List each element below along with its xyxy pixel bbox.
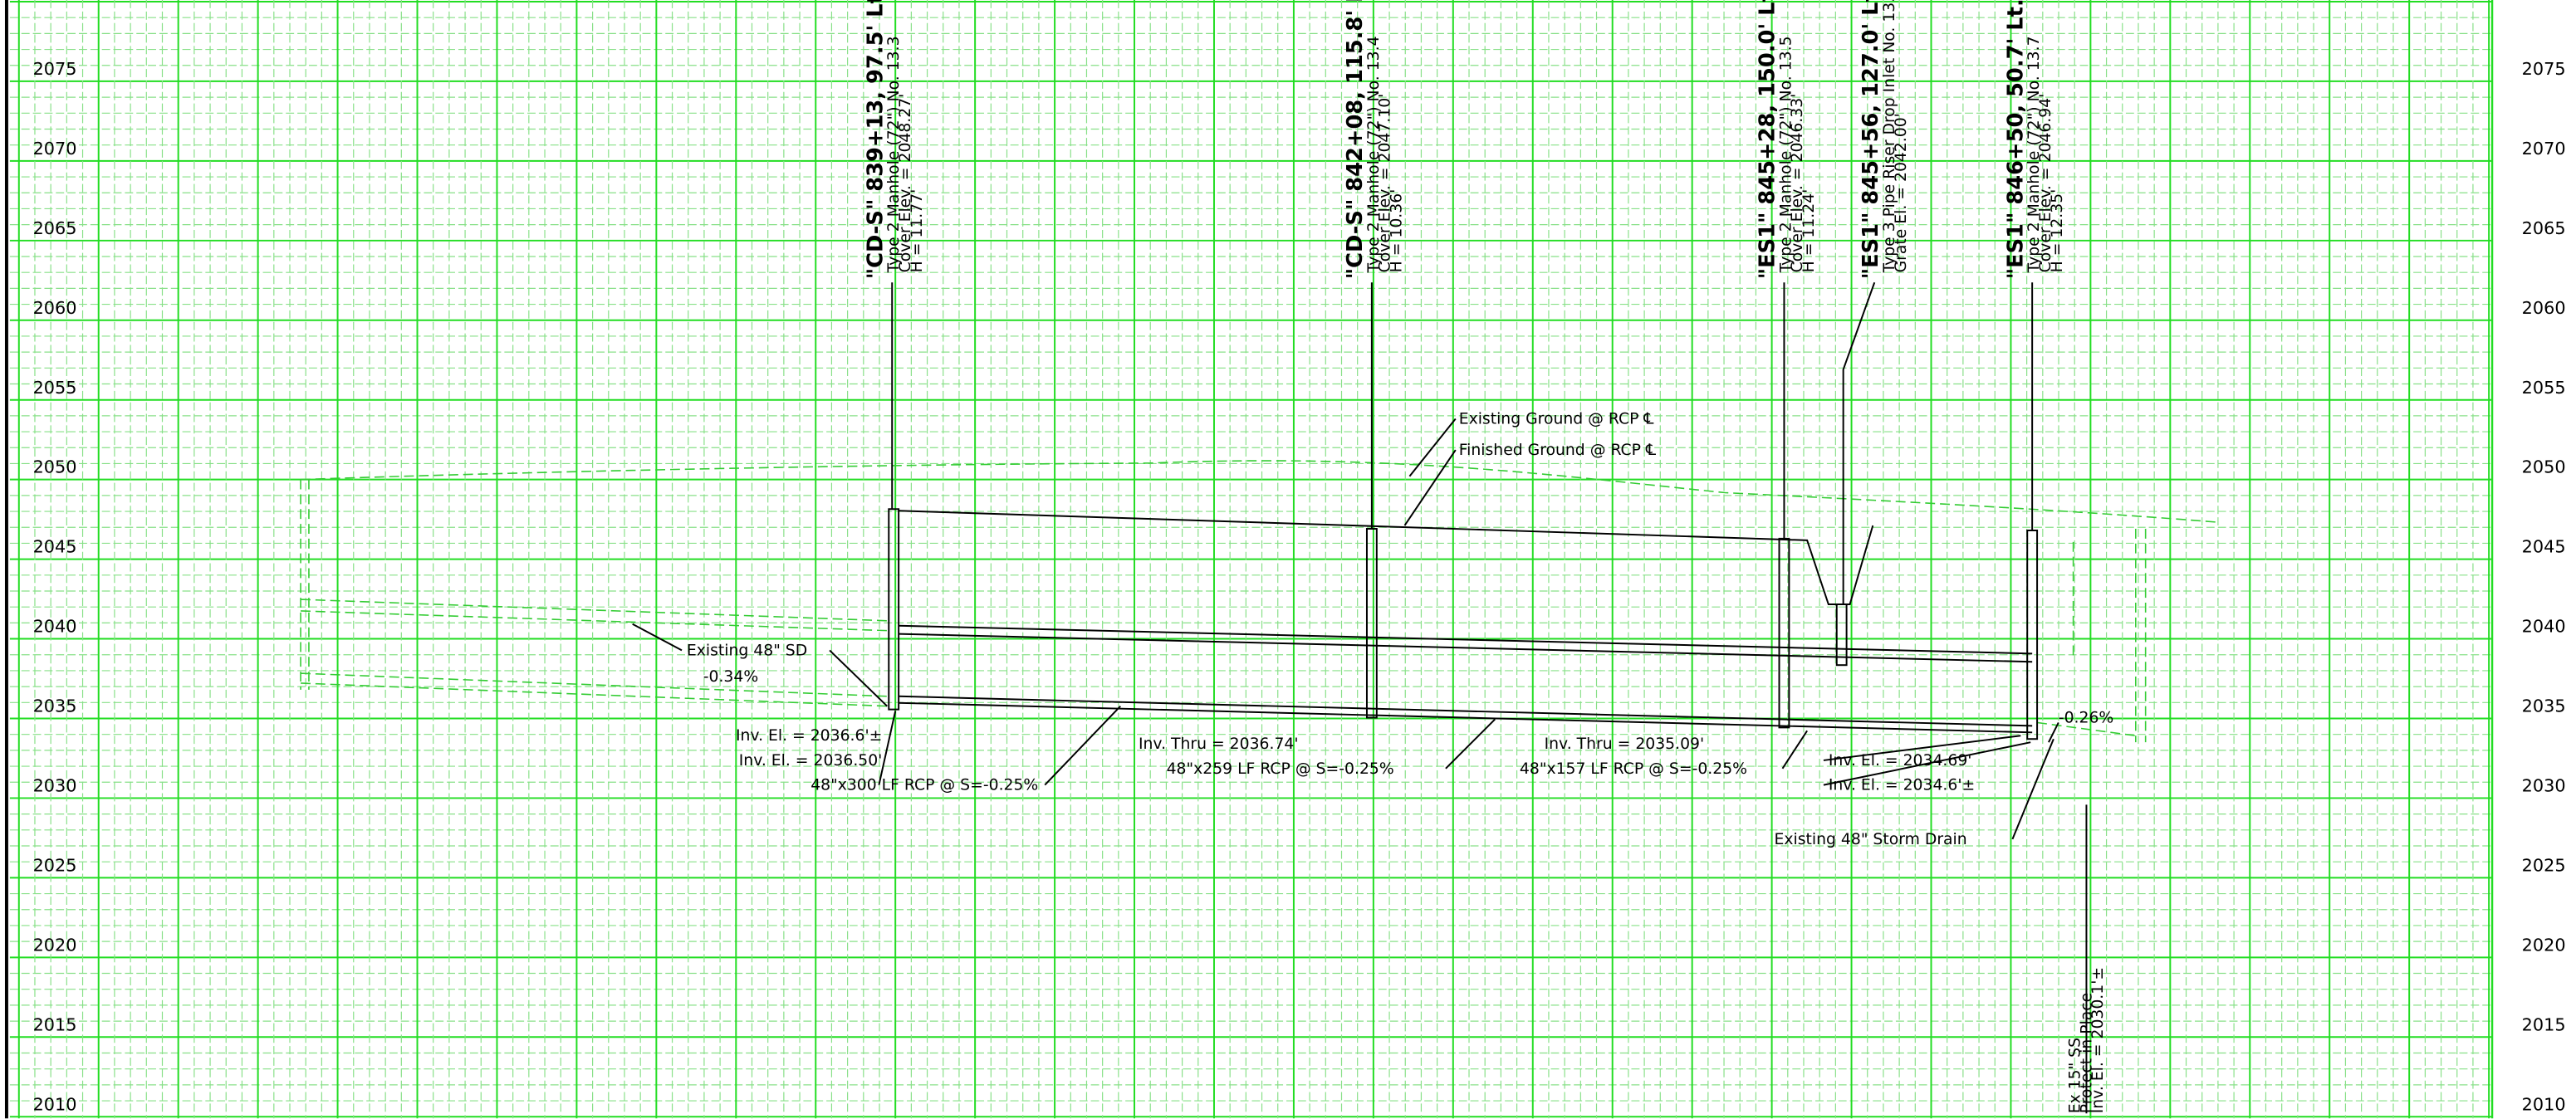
annotation: Existing 48" SD xyxy=(687,642,807,659)
station-label: "CD-S" 842+08, 115.8' Lt. xyxy=(1343,0,1368,279)
elevation-label: 2055 xyxy=(33,378,77,398)
profile-lines xyxy=(632,281,2088,1114)
elevation-label: 2050 xyxy=(2522,457,2566,477)
structure-note: H = 10.36' xyxy=(1388,189,1406,273)
elevation-label: 2060 xyxy=(2522,298,2566,318)
existing-ss-note: Protect in Place xyxy=(2078,993,2095,1113)
structure-note: Type 2 Manhole (72") No. 13.7 xyxy=(2025,36,2043,273)
structure-note: Type 2 Manhole (72") No. 13.3 xyxy=(885,36,903,273)
annotation: 48"x157 LF RCP @ S=-0.25% xyxy=(1520,760,1747,778)
elevation-label: 2020 xyxy=(33,935,77,955)
station-label: "ES1" 846+50, 50.7' Lt. xyxy=(2003,0,2028,279)
elevation-label: 2010 xyxy=(33,1094,77,1114)
station-label: "ES1" 845+56, 127.0' Lt. xyxy=(1859,0,1883,279)
existing-ss-note: Inv. El. = 2030.1'± xyxy=(2089,967,2107,1113)
elevation-label: 2040 xyxy=(33,617,77,637)
structure-note: Type 2 Manhole (72") No. 13.5 xyxy=(1777,36,1795,273)
station-label: "ES1" 845+28, 150.0' Lt. xyxy=(1756,0,1780,279)
structure-note: Cover Elev. = 2046.94' xyxy=(2037,94,2054,273)
elevation-label: 2055 xyxy=(2522,378,2566,398)
elevation-label: 2060 xyxy=(33,298,77,318)
structure-note: H = 12.35' xyxy=(2049,189,2066,273)
elevation-label: 2065 xyxy=(33,218,77,238)
existing-ss-note: Ex 15" SS xyxy=(2067,1038,2084,1113)
grid xyxy=(9,0,2494,1119)
elevation-label: 2010 xyxy=(2522,1094,2566,1114)
elevation-label: 2015 xyxy=(2522,1014,2566,1034)
elevation-label: 2040 xyxy=(2522,617,2566,637)
annotation: 48"x300 LF RCP @ S=-0.25% xyxy=(811,777,1038,794)
elevation-label: 2020 xyxy=(2522,935,2566,955)
existing-features xyxy=(300,460,2218,743)
elevation-label: 2035 xyxy=(33,696,77,716)
annotation: Inv. Thru = 2035.09' xyxy=(1545,735,1705,753)
structure-note: Cover Elev. = 2046.33' xyxy=(1789,94,1806,273)
structure-note: Cover Elev. = 2048.27' xyxy=(897,94,914,273)
annotation: Inv. El. = 2036.50' xyxy=(739,752,883,770)
elevation-label: 2015 xyxy=(33,1014,77,1034)
annotation: Inv. El. = 2036.6'± xyxy=(736,727,882,745)
elevation-label: 2035 xyxy=(2522,696,2566,716)
annotation: -0.26% xyxy=(2059,709,2113,726)
elevation-label: 2075 xyxy=(2522,59,2566,79)
elevation-label: 2045 xyxy=(33,537,77,557)
station-label: "CD-S" 839+13, 97.5' Lt. xyxy=(863,0,888,279)
structure-note: Type 2 Manhole (72") No. 13.4 xyxy=(1365,36,1383,273)
structure-note: Cover Elev. = 2047.10' xyxy=(1377,94,1394,273)
structure-note: H = 11.24' xyxy=(1800,189,1818,273)
structure-note: H = 11.77' xyxy=(908,189,926,273)
elevation-label: 2030 xyxy=(33,776,77,796)
structure-note: Grate El. = 2042.00' xyxy=(1893,113,1910,272)
annotation: Inv. Thru = 2036.74' xyxy=(1139,735,1299,753)
annotation: -0.34% xyxy=(703,668,758,686)
elevation-label: 2050 xyxy=(33,457,77,477)
elevation-label: 2065 xyxy=(2522,218,2566,238)
annotation: Finished Ground @ RCP ℄ xyxy=(1459,442,1657,459)
elevation-label: 2070 xyxy=(2522,139,2566,159)
elevation-label: 2025 xyxy=(33,855,77,875)
elevation-label: 2025 xyxy=(2522,855,2566,875)
elevation-label: 2030 xyxy=(2522,776,2566,796)
labels: 2075 2075 2070 2070 2065 2065 2060 2060 2055 2055… xyxy=(33,0,2566,1114)
structure-note: Type 3 Pipe Riser Drop Inlet No. 13.6 xyxy=(1881,0,1898,273)
annotation: Inv. El. = 2034.69' xyxy=(1829,752,1972,770)
annotation: Inv. El. = 2034.6'± xyxy=(1829,777,1975,794)
annotation: Existing Ground @ RCP ℄ xyxy=(1459,410,1655,428)
annotation: Existing 48" Storm Drain xyxy=(1775,831,1967,848)
elevation-label: 2070 xyxy=(33,139,77,159)
annotation: 48"x259 LF RCP @ S=-0.25% xyxy=(1167,760,1394,778)
elevation-label: 2045 xyxy=(2522,537,2566,557)
elevation-label: 2075 xyxy=(33,59,77,79)
